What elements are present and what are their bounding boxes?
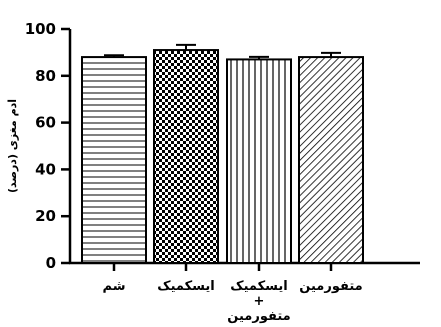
x-category-labels: شم ایسکمیک ایسکمیک + متفورمین متفورمین	[103, 263, 363, 324]
y-axis-label: ادم مغزی (درصد)	[6, 99, 19, 193]
y-tick-label: 60	[35, 114, 56, 132]
x-category-label: ایسکمیک	[157, 279, 214, 294]
bars	[81, 49, 364, 265]
x-category-label: شم	[103, 279, 126, 294]
x-category-label: ایسکمیک + متفورمین	[227, 279, 290, 324]
error-bars	[104, 43, 341, 60]
y-tick-label: 40	[35, 160, 56, 178]
bar	[298, 56, 364, 264]
y-tick-label: 100	[25, 20, 56, 38]
y-tick-label: 20	[35, 207, 56, 225]
y-ticks: 0 20 40 60 80 100	[25, 20, 70, 272]
bar	[81, 56, 147, 264]
bar	[226, 58, 292, 264]
x-category-label: متفورمین	[299, 279, 362, 294]
y-tick-label: 80	[35, 67, 56, 85]
y-tick-label: 0	[46, 254, 56, 272]
bar	[153, 49, 219, 265]
